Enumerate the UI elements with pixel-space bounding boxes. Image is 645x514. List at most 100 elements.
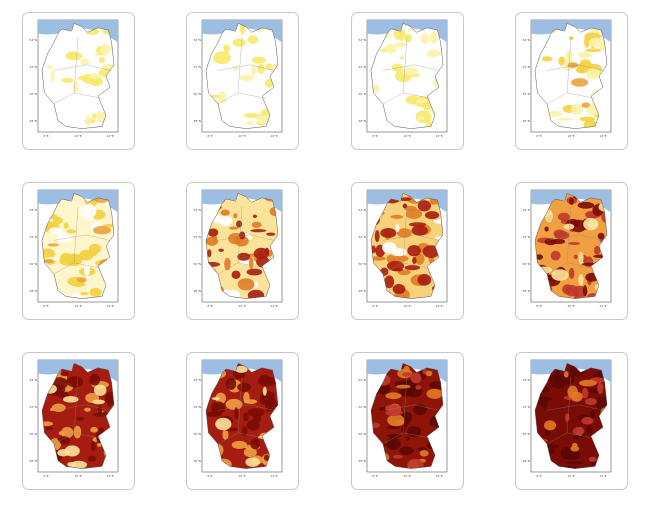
state-borders: [382, 376, 440, 445]
lat-tick-label: 52°N: [29, 235, 37, 239]
drought-patch: [89, 373, 101, 386]
lon-tick-label: 14°E: [599, 134, 606, 138]
lat-tick-label: 50°N: [193, 92, 201, 96]
sea: [367, 190, 447, 213]
lon-tick-label: 14°E: [599, 304, 606, 308]
map-thumbnail[interactable]: 54°N 52°N 50°N 48°N 6°E 10°E 14°E: [351, 352, 464, 490]
lon-tick-label: 10°E: [74, 304, 81, 308]
drought-patch: [590, 410, 596, 419]
drought-patch: [404, 265, 421, 271]
map-thumbnail[interactable]: 54°N 52°N 50°N 48°N 6°E 10°E 14°E: [22, 12, 135, 150]
drought-patch: [231, 440, 248, 449]
drought-patch: [426, 49, 441, 58]
drought-patch: [577, 201, 595, 209]
map-thumbnail[interactable]: 54°N 52°N 50°N 48°N 6°E 10°E 14°E: [515, 352, 628, 490]
drought-patch: [405, 436, 410, 441]
drought-areas: [42, 363, 114, 469]
drought-patch: [76, 417, 85, 421]
drought-patch: [213, 51, 231, 65]
lon-tick-label: 10°E: [403, 474, 410, 478]
drought-patch: [211, 397, 220, 401]
drought-patch: [86, 114, 91, 127]
state-borders: [53, 36, 111, 105]
drought-patch: [588, 456, 597, 462]
map-thumbnail[interactable]: 54°N 52°N 50°N 48°N 6°E 10°E 14°E: [515, 12, 628, 150]
drought-patch: [243, 112, 261, 118]
drought-patch: [54, 388, 64, 398]
lat-tick-label: 54°N: [358, 38, 366, 42]
drought-patch: [57, 449, 70, 457]
drought-patch: [549, 381, 554, 388]
drought-patch: [399, 446, 414, 455]
map-thumbnail[interactable]: 54°N 52°N 50°N 48°N 6°E 10°E 14°E: [186, 12, 299, 150]
drought-patch: [576, 66, 588, 74]
drought-patch: [86, 203, 94, 209]
lat-tick-label: 50°N: [29, 92, 37, 96]
drought-patch: [218, 97, 227, 103]
map-thumbnail[interactable]: 54°N 52°N 50°N 48°N 6°E 10°E 14°E: [186, 352, 299, 490]
lat-tick-label: 52°N: [358, 405, 366, 409]
drought-patch: [567, 62, 579, 68]
drought-patch: [251, 221, 262, 228]
drought-patch: [262, 386, 267, 396]
lat-tick-label: 52°N: [193, 405, 201, 409]
drought-patch: [581, 102, 590, 108]
lon-tick-label: 6°E: [372, 134, 377, 138]
drought-patch: [246, 120, 254, 126]
drought-patch: [414, 253, 425, 265]
drought-patch: [407, 458, 424, 469]
drought-patch: [425, 370, 433, 377]
lon-tick-label: 6°E: [43, 474, 48, 478]
map-thumbnail[interactable]: 54°N 52°N 50°N 48°N 6°E 10°E 14°E: [351, 12, 464, 150]
drought-areas: [535, 24, 607, 129]
drought-patch: [578, 274, 584, 286]
sea: [202, 190, 282, 213]
map-thumbnail[interactable]: 54°N 52°N 50°N 48°N 6°E 10°E 14°E: [186, 182, 299, 320]
drought-patch: [225, 398, 243, 410]
lat-tick-label: 48°N: [522, 459, 530, 463]
drought-patch: [550, 250, 561, 261]
country-border: [534, 363, 608, 469]
lat-tick-label: 48°N: [29, 119, 37, 123]
sea: [531, 20, 611, 43]
drought-patch: [253, 247, 270, 260]
state-borders: [53, 376, 111, 445]
drought-patch: [80, 58, 90, 66]
drought-patch: [545, 209, 553, 223]
lat-tick-label: 48°N: [29, 289, 37, 293]
drought-patch: [597, 382, 604, 394]
lat-tick-label: 50°N: [358, 92, 366, 96]
drought-patch: [43, 258, 55, 264]
drought-patch: [583, 217, 599, 231]
lat-tick-label: 50°N: [193, 432, 201, 436]
lon-tick-label: 6°E: [372, 474, 377, 478]
drought-patch: [415, 99, 428, 104]
map-thumbnail[interactable]: 54°N 52°N 50°N 48°N 6°E 10°E 14°E: [515, 182, 628, 320]
map-thumbnail[interactable]: 54°N 52°N 50°N 48°N 6°E 10°E 14°E: [22, 352, 135, 490]
drought-patch: [243, 447, 257, 458]
drought-patch: [392, 284, 406, 295]
drought-patch: [391, 63, 403, 72]
lon-tick-label: 6°E: [372, 304, 377, 308]
drought-patch: [246, 419, 260, 431]
drought-patch: [45, 426, 54, 431]
drought-patch: [98, 427, 105, 433]
drought-patch: [372, 84, 381, 94]
country-border: [205, 363, 279, 469]
lon-tick-label: 6°E: [536, 304, 541, 308]
lat-tick-label: 52°N: [358, 235, 366, 239]
map-thumbnail[interactable]: 54°N 52°N 50°N 48°N 6°E 10°E 14°E: [22, 182, 135, 320]
drought-patch: [66, 376, 84, 388]
drought-patch: [251, 64, 257, 76]
map-thumbnail[interactable]: 54°N 52°N 50°N 48°N 6°E 10°E 14°E: [351, 182, 464, 320]
lon-tick-label: 6°E: [43, 304, 48, 308]
drought-patch: [259, 390, 276, 403]
drought-patch: [535, 254, 544, 260]
lat-tick-label: 50°N: [522, 432, 530, 436]
drought-patch: [66, 229, 76, 234]
drought-patch: [237, 252, 251, 261]
drought-patch: [572, 427, 585, 436]
drought-patch: [93, 384, 107, 396]
lat-tick-label: 54°N: [522, 378, 530, 382]
